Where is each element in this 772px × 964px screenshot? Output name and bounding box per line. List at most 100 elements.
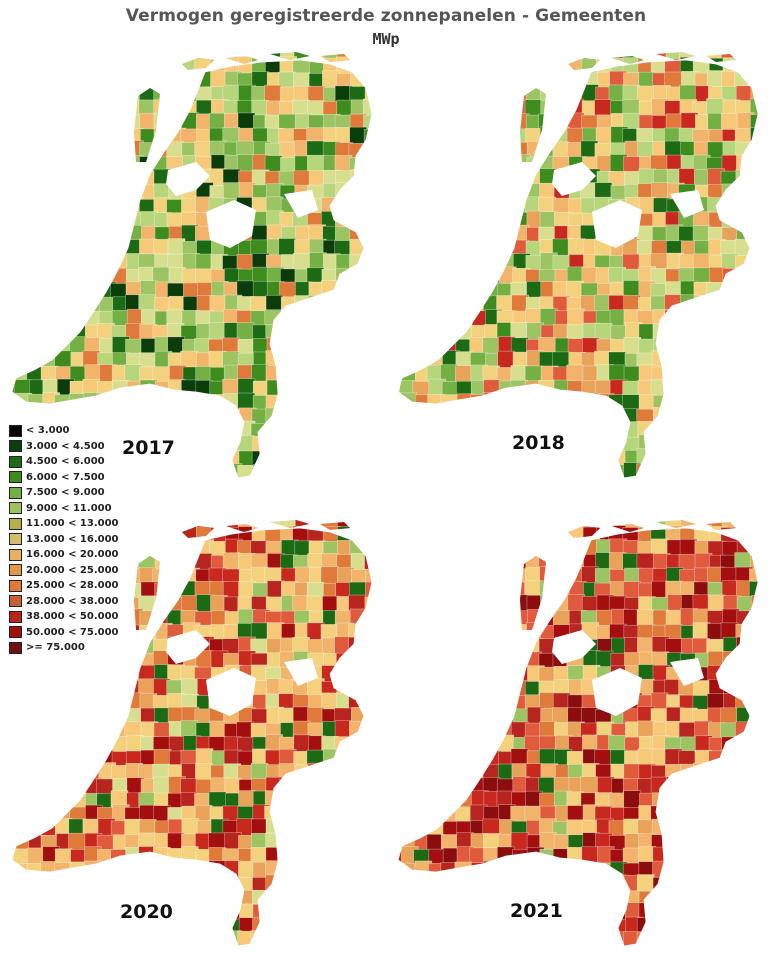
municipality-region (323, 379, 341, 397)
municipality-region (307, 819, 325, 838)
municipality-region (567, 462, 586, 478)
municipality-region (98, 931, 117, 946)
municipality-region (42, 224, 61, 243)
municipality-region (180, 85, 199, 103)
municipality-region (293, 917, 312, 936)
municipality-region (412, 296, 431, 314)
municipality-region (70, 944, 89, 946)
municipality-region (497, 127, 515, 145)
municipality-region (428, 693, 447, 711)
municipality-region (496, 212, 515, 231)
municipality-region (637, 476, 655, 478)
municipality-region (54, 294, 73, 313)
municipality-region (765, 450, 772, 467)
municipality-region (27, 253, 46, 272)
municipality-region (498, 476, 516, 478)
municipality-region (321, 450, 340, 469)
municipality-region (483, 129, 502, 147)
municipality-region (400, 580, 419, 599)
municipality-region (398, 749, 405, 768)
municipality-region (349, 931, 368, 946)
municipality-region (454, 708, 472, 726)
municipality-region (428, 407, 447, 425)
municipality-region (412, 72, 431, 91)
municipality-region (665, 449, 684, 468)
municipality-region (468, 693, 486, 711)
municipality-region (364, 240, 372, 258)
municipality-region (294, 875, 313, 894)
municipality-region (194, 407, 213, 425)
municipality-region (335, 308, 354, 327)
municipality-region (12, 876, 31, 895)
municipality-region (28, 210, 46, 228)
municipality-region (568, 423, 586, 441)
municipality-region (470, 154, 489, 173)
municipality-region (125, 637, 144, 656)
municipality-region (470, 212, 489, 231)
municipality-region (525, 477, 543, 478)
municipality-region (398, 874, 417, 892)
municipality-region (280, 448, 299, 467)
municipality-region (350, 735, 369, 754)
municipality-region (40, 805, 59, 824)
municipality-region (707, 945, 726, 946)
municipality-region (552, 476, 571, 478)
municipality-region (322, 944, 340, 946)
municipality-region (734, 408, 752, 426)
municipality-region (469, 708, 487, 727)
municipality-region (83, 170, 101, 189)
municipality-region (442, 889, 461, 908)
municipality-region (398, 568, 403, 587)
municipality-region (763, 394, 772, 411)
municipality-region (443, 580, 461, 599)
municipality-region (482, 71, 501, 90)
municipality-region (398, 98, 403, 117)
municipality-region (413, 308, 432, 327)
municipality-region (443, 86, 461, 104)
municipality-region (651, 520, 670, 529)
municipality-region (401, 735, 419, 754)
municipality-region (484, 694, 502, 713)
municipality-region (750, 196, 758, 215)
municipality-region (364, 142, 372, 161)
municipality-region (568, 70, 586, 89)
legend-item: 28.000 < 38.000 (9, 594, 119, 610)
municipality-region (68, 708, 87, 727)
municipality-region (335, 182, 353, 200)
municipality-region (308, 947, 325, 958)
municipality-region (378, 597, 386, 614)
municipality-region (69, 283, 87, 301)
municipality-region (498, 101, 517, 119)
municipality-region (166, 99, 185, 117)
municipality-region (413, 552, 432, 571)
municipality-region (510, 748, 529, 767)
municipality-region (426, 945, 445, 946)
municipality-region (363, 280, 372, 299)
municipality-region (15, 113, 33, 132)
municipality-region (97, 168, 115, 187)
municipality-region (40, 310, 59, 328)
municipality-region (83, 52, 102, 61)
municipality-region (377, 478, 386, 490)
legend-label: 16.000 < 20.000 (26, 549, 119, 561)
municipality-region (12, 804, 17, 823)
municipality-region (362, 525, 372, 544)
municipality-region (96, 126, 115, 144)
municipality-region (320, 833, 339, 852)
municipality-region (664, 931, 683, 946)
municipality-region (307, 904, 326, 922)
municipality-region (569, 476, 587, 478)
municipality-region (471, 281, 489, 300)
municipality-region (720, 666, 739, 685)
municipality-region (470, 594, 488, 613)
legend-label: < 3.000 (26, 425, 70, 437)
municipality-region (40, 904, 58, 923)
municipality-region (471, 520, 489, 530)
municipality-region (398, 281, 404, 300)
municipality-region (377, 680, 386, 697)
municipality-region (748, 539, 758, 558)
municipality-region (111, 85, 129, 103)
municipality-region (350, 197, 368, 215)
municipality-region (209, 52, 228, 62)
municipality-region (426, 637, 444, 655)
